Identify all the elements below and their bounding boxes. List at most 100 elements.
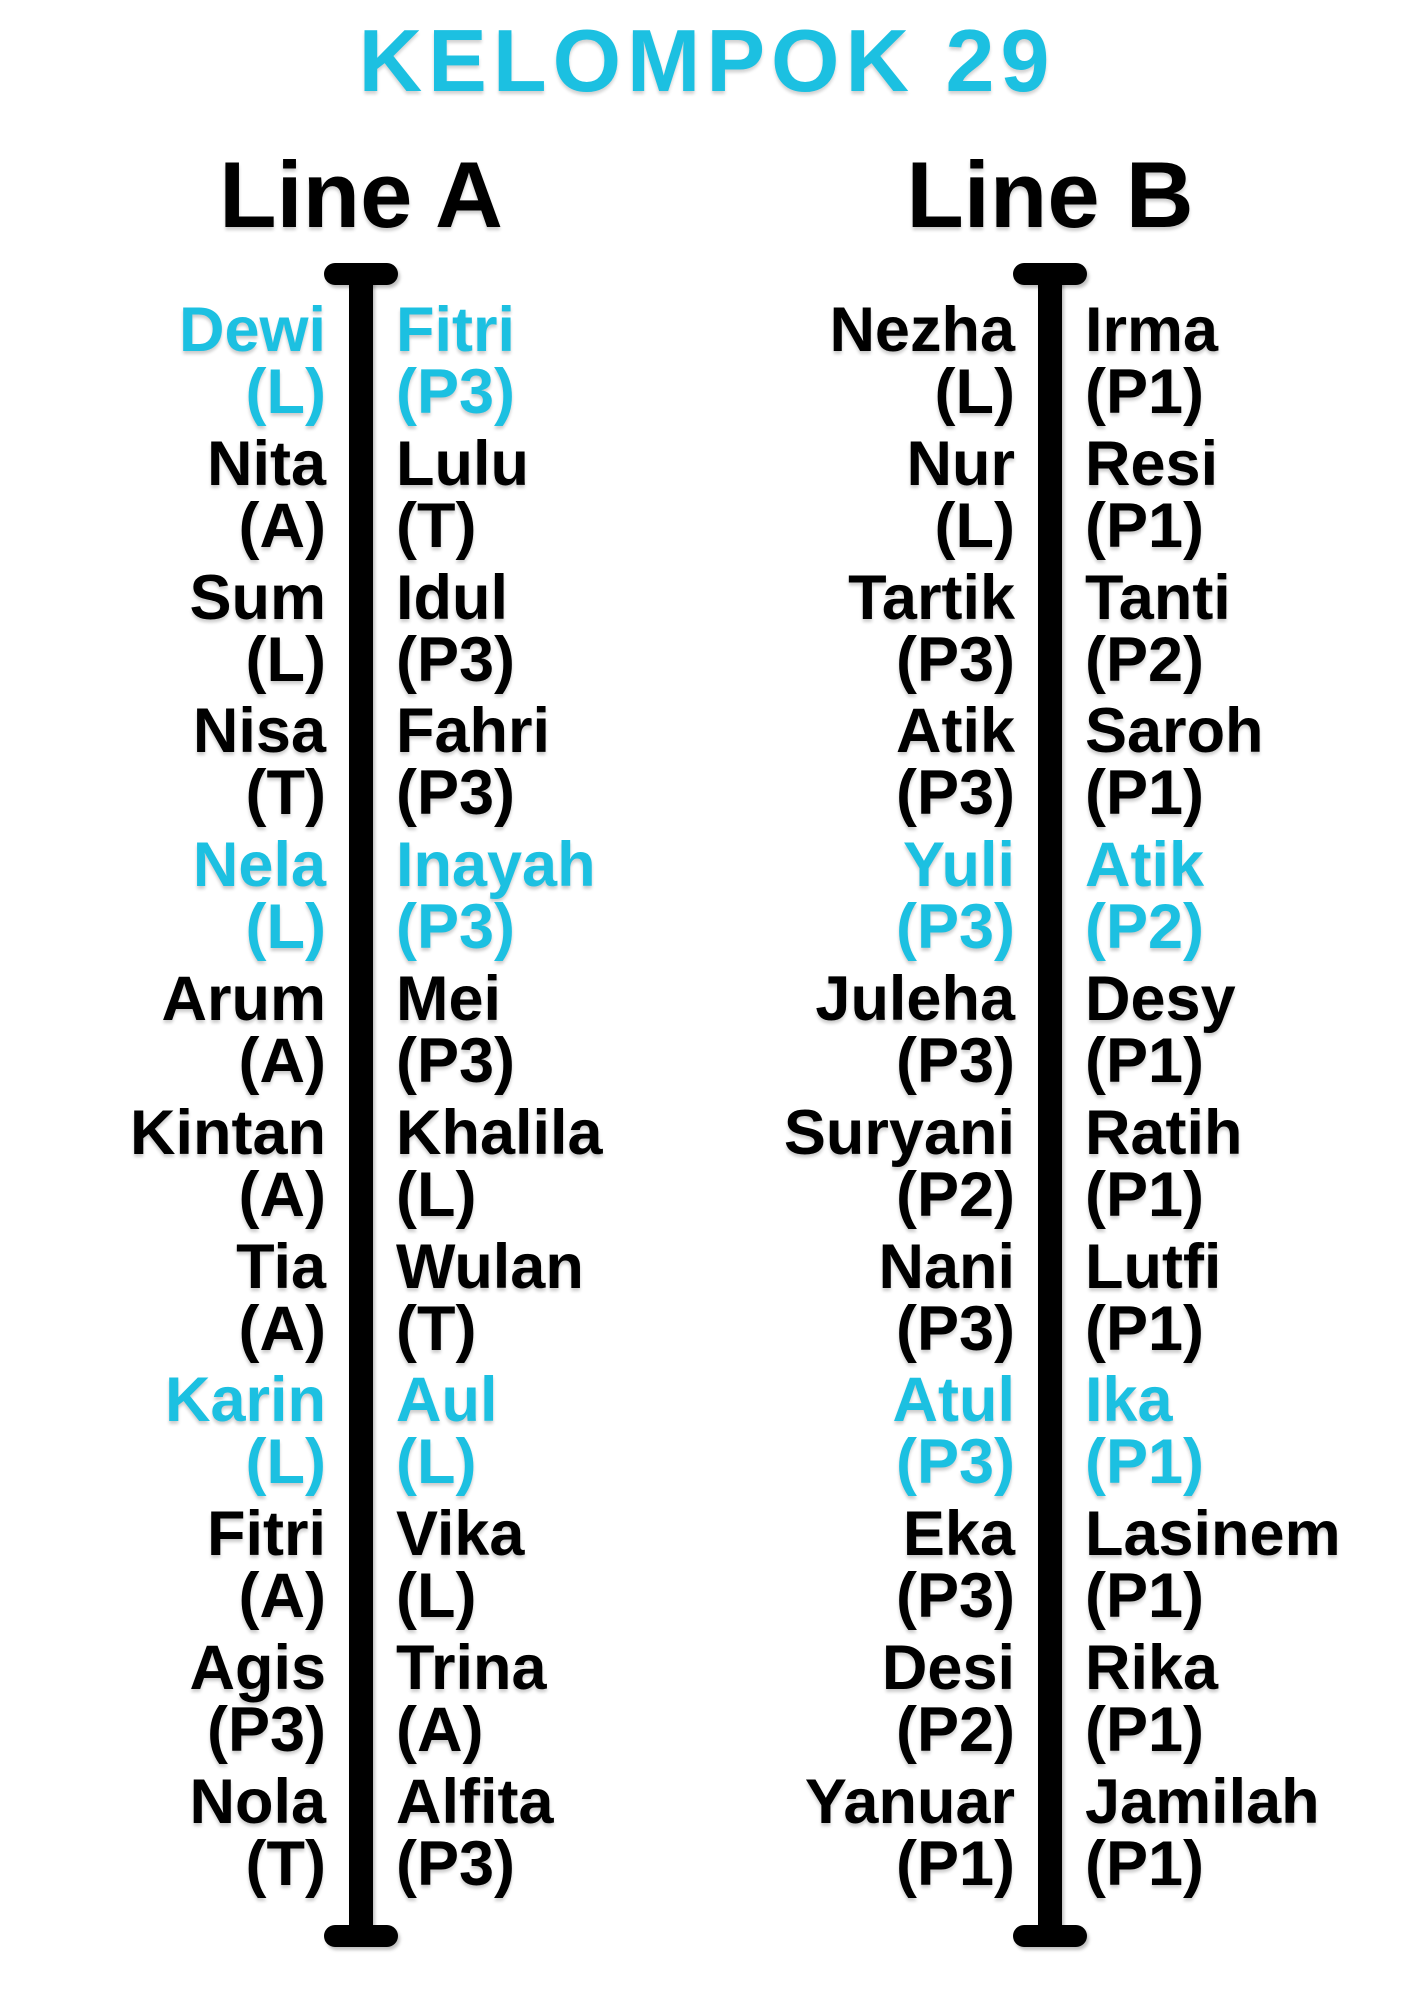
member-role-tag: (P1) bbox=[1085, 1293, 1205, 1364]
member-name: Lutfi bbox=[1085, 1231, 1222, 1302]
member-name: Mei bbox=[396, 963, 502, 1034]
member-role-tag: (P1) bbox=[1085, 1694, 1205, 1765]
line-b-group: Line B Nezha (L) Nur (L) Tartik (P3) Atik (P3) Y… bbox=[590, 0, 1414, 2000]
roster-entry: Atik (P2) bbox=[1085, 834, 1414, 968]
member-role-tag: (P3) bbox=[206, 1694, 326, 1765]
member-name: Arum bbox=[161, 963, 326, 1034]
member-name: Resi bbox=[1085, 428, 1219, 499]
member-name: Tartik bbox=[848, 562, 1015, 633]
member-name: Irma bbox=[1085, 295, 1219, 365]
member-name: Jamilah bbox=[1085, 1766, 1320, 1837]
member-role-tag: (P3) bbox=[396, 1828, 516, 1899]
member-name: Vika bbox=[396, 1499, 525, 1570]
member-role-tag: (T) bbox=[396, 1293, 477, 1364]
member-role-tag: (P2) bbox=[895, 1694, 1015, 1765]
member-role-tag: (T) bbox=[245, 758, 326, 829]
member-name: Ratih bbox=[1085, 1097, 1243, 1168]
roster-entry: Fitri (P3) bbox=[396, 299, 816, 433]
roster-entry: Eka (P3) bbox=[595, 1503, 1015, 1637]
member-name: Eka bbox=[902, 1499, 1015, 1570]
member-name: Nela bbox=[192, 830, 326, 901]
member-role-tag: (P3) bbox=[396, 357, 516, 427]
member-name: Kintan bbox=[130, 1097, 326, 1168]
member-name: Nisa bbox=[192, 696, 326, 767]
roster-entry: Nela (L) bbox=[0, 834, 326, 968]
line-a-left-column: Dewi (L) Nita (A) Sum (L) Nisa (T) Nela (L) Arum (A… bbox=[0, 299, 326, 1905]
member-name: Juleha bbox=[815, 963, 1015, 1034]
member-name: Karin bbox=[164, 1365, 326, 1436]
line-a-bar-bottom-cap bbox=[324, 1925, 398, 1947]
roster-entry: Trina (A) bbox=[396, 1636, 816, 1771]
member-name: Nur bbox=[906, 428, 1016, 499]
member-role-tag: (P2) bbox=[1085, 624, 1205, 695]
line-a-right-column: Fitri (P3) Lulu (T) Idul (P3) Fahri (P3) Inayah(… bbox=[396, 299, 816, 1905]
member-role-tag: (A) bbox=[238, 1561, 326, 1632]
roster-entry: Inayah (P3) bbox=[396, 834, 816, 968]
roster-entry: Karin (L) bbox=[0, 1369, 326, 1503]
roster-entry: Nur (L) bbox=[595, 428, 1016, 567]
member-role-tag: (A) bbox=[396, 1694, 484, 1765]
roster-entry: Alfita (P3) bbox=[396, 1766, 816, 1905]
member-role-tag: (L) bbox=[396, 1159, 477, 1230]
member-name: Sum bbox=[189, 562, 326, 633]
member-name: Atik bbox=[1085, 830, 1205, 901]
line-a-group: Line A Dewi (L) Nita (A) Sum (L) Nisa (T) Nela (L… bbox=[0, 143, 816, 1947]
member-name: Atul bbox=[892, 1365, 1015, 1436]
roster-entry: Resi (P1) bbox=[1085, 428, 1414, 567]
member-role-tag: (P1) bbox=[1085, 1159, 1205, 1230]
member-role-tag: (P1) bbox=[1085, 1561, 1205, 1632]
member-role-tag: (P1) bbox=[1085, 1828, 1205, 1899]
member-name: Fitri bbox=[207, 1499, 326, 1570]
member-name: Nita bbox=[206, 428, 326, 499]
member-role-tag: (P3) bbox=[895, 1561, 1015, 1632]
member-name: Dewi bbox=[178, 295, 326, 365]
line-b-left-column: Nezha (L) Nur (L) Tartik (P3) Atik (P3) Yuli (P3)… bbox=[595, 299, 1015, 1905]
page-title: KELOMPOK 29 bbox=[358, 11, 1056, 110]
member-name: Alfita bbox=[396, 1766, 554, 1837]
member-role-tag: (P1) bbox=[1085, 1427, 1205, 1498]
roster-entry: Nezha (L) bbox=[595, 299, 1015, 433]
line-b-header: Line B bbox=[906, 142, 1194, 247]
roster-entry: Kintan (A) bbox=[0, 1097, 326, 1236]
member-role-tag: (P3) bbox=[895, 624, 1015, 695]
member-name: Nani bbox=[878, 1231, 1015, 1302]
member-name: Tia bbox=[236, 1231, 326, 1302]
roster-entry: Desy (P1) bbox=[1085, 967, 1414, 1102]
roster-entry: Arum (A) bbox=[0, 963, 326, 1102]
member-name: Aul bbox=[396, 1365, 498, 1436]
member-role-tag: (P2) bbox=[1085, 892, 1205, 963]
line-a-bar bbox=[349, 270, 373, 1935]
roster-entry: Idul (P3) bbox=[396, 562, 816, 701]
member-role-tag: (P3) bbox=[895, 758, 1015, 829]
member-role-tag: (A) bbox=[238, 1159, 326, 1230]
roster-entry: Vika (L) bbox=[396, 1503, 816, 1637]
roster-entry: Tartik (P3) bbox=[595, 562, 1015, 701]
roster-entry: Nani (P3) bbox=[595, 1231, 1015, 1370]
member-role-tag: (L) bbox=[396, 1427, 477, 1498]
member-role-tag: (L) bbox=[245, 357, 326, 427]
roster-entry: Agis (P3) bbox=[0, 1632, 326, 1771]
member-name: Idul bbox=[396, 562, 508, 633]
member-name: Wulan bbox=[396, 1231, 584, 1302]
member-role-tag: (P3) bbox=[396, 758, 516, 829]
member-name: Ika bbox=[1085, 1365, 1173, 1436]
roster-entry: Lasinem (P1) bbox=[1085, 1503, 1414, 1637]
member-role-tag: (L) bbox=[934, 490, 1015, 561]
member-name: Saroh bbox=[1085, 696, 1264, 767]
member-role-tag: (P1) bbox=[1085, 490, 1205, 561]
roster-entry: Nola (T) bbox=[0, 1770, 326, 1905]
member-role-tag: (P3) bbox=[895, 892, 1015, 963]
member-role-tag: (T) bbox=[396, 490, 477, 561]
member-role-tag: (T) bbox=[245, 1828, 326, 1899]
member-role-tag: (P3) bbox=[396, 1025, 516, 1096]
member-name: Rika bbox=[1085, 1632, 1219, 1703]
member-name: Agis bbox=[189, 1632, 326, 1703]
roster-entry: Nisa (T) bbox=[0, 700, 326, 834]
member-name: Tanti bbox=[1085, 562, 1231, 633]
line-b-right-column: Irma (P1) Resi (P1) Tanti (P2) Saroh (P1) Atik (P… bbox=[1085, 299, 1414, 1905]
member-name: Yanuar bbox=[804, 1766, 1015, 1837]
member-name: Inayah bbox=[396, 830, 596, 901]
member-role-tag: (P1) bbox=[1085, 758, 1205, 829]
roster-entry: Sum (L) bbox=[0, 562, 326, 701]
